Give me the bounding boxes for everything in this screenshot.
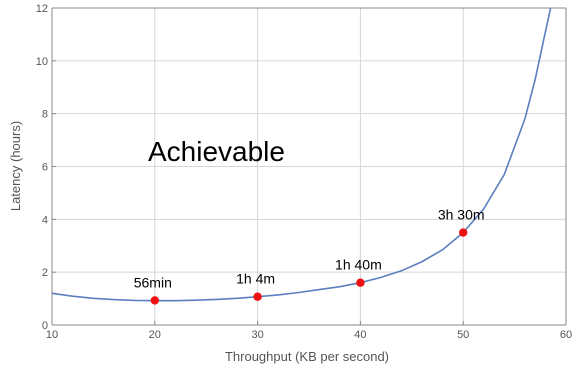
y-tick-label: 6 [42, 162, 48, 174]
data-label: 1h 4m [236, 271, 275, 287]
x-tick-label: 30 [251, 329, 263, 341]
series-layer [51, 7, 552, 302]
y-tick-label: 10 [36, 56, 48, 68]
tick-labels: 10 20 30 40 50 60 0 2 4 6 8 10 12 [36, 3, 572, 341]
x-tick-label: 10 [46, 329, 58, 341]
data-point [356, 278, 365, 287]
axes [51, 7, 567, 326]
x-axis-label: Throughput (KB per second) [225, 349, 389, 364]
grid [52, 7, 567, 325]
data-point [459, 228, 468, 237]
highlight-points: 56min 1h 4m 1h 40m 3h 30m [134, 207, 485, 305]
data-label: 3h 30m [438, 207, 485, 223]
y-tick-label: 2 [42, 267, 48, 279]
x-tick-label: 20 [149, 329, 161, 341]
x-tick-label: 40 [354, 329, 366, 341]
y-tick-label: 0 [42, 320, 48, 332]
y-tick-label: 8 [42, 109, 48, 121]
y-tick-label: 12 [36, 3, 48, 15]
y-tick-label: 4 [42, 214, 48, 226]
x-tick-label: 60 [560, 329, 572, 341]
data-label: 1h 40m [335, 257, 382, 273]
annotations: Achievable [148, 136, 285, 167]
x-tick-label: 50 [457, 329, 469, 341]
latency-curve [51, 7, 552, 302]
region-annotation: Achievable [148, 136, 285, 167]
data-label: 56min [134, 274, 172, 290]
data-point [150, 296, 159, 305]
y-axis-label: Latency (hours) [8, 121, 23, 211]
data-point [253, 292, 262, 301]
